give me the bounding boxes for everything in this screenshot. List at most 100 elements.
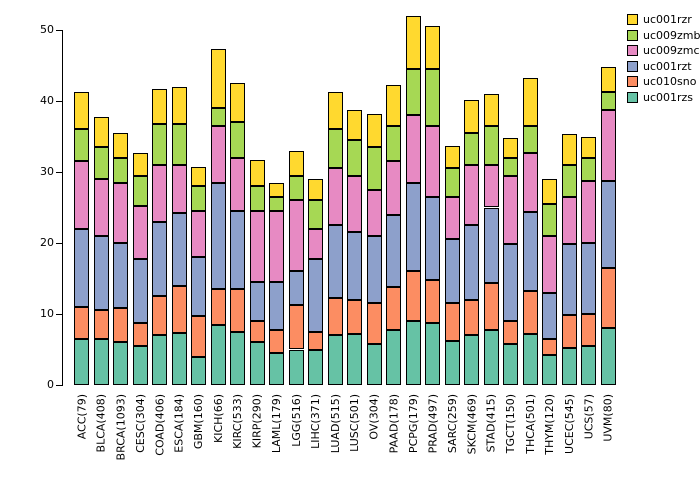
bar-segment bbox=[132, 323, 148, 346]
x-axis-label: PCPG(179) bbox=[406, 394, 420, 454]
bar-segment bbox=[425, 322, 441, 385]
bar-segment bbox=[581, 314, 597, 346]
x-axis-label: THCA(501) bbox=[523, 394, 537, 454]
bar-segment bbox=[171, 123, 187, 165]
bar-segment bbox=[327, 129, 343, 169]
x-axis-label: TGCT(150) bbox=[504, 394, 518, 454]
bar-segment bbox=[425, 279, 441, 323]
bar-segment bbox=[347, 232, 363, 300]
bar-segment bbox=[503, 343, 519, 385]
bar-segment bbox=[444, 168, 460, 197]
bar-segment bbox=[503, 137, 519, 158]
x-axis-label: KICH(66) bbox=[211, 394, 225, 443]
bar-segment bbox=[230, 83, 246, 123]
bar-segment bbox=[464, 225, 480, 300]
x-axis-label: PRAD(497) bbox=[426, 394, 440, 454]
bar-segment bbox=[288, 271, 304, 305]
y-axis-tick-label: 0 bbox=[47, 378, 54, 391]
bar-segment bbox=[93, 179, 109, 236]
bar-segment bbox=[93, 310, 109, 339]
bar-segment bbox=[191, 316, 207, 357]
bar-segment bbox=[483, 125, 499, 165]
bar-segment bbox=[191, 211, 207, 258]
legend-swatch bbox=[627, 91, 638, 103]
bar-segment bbox=[249, 342, 265, 385]
x-axis-label: UVM(80) bbox=[601, 394, 615, 442]
bar-segment bbox=[249, 282, 265, 322]
bar-segment bbox=[464, 132, 480, 165]
bar-segment bbox=[444, 239, 460, 304]
y-axis-tick-label: 30 bbox=[40, 165, 54, 178]
y-axis-tick-label: 40 bbox=[40, 94, 54, 107]
bar-segment bbox=[230, 122, 246, 158]
bar-segment bbox=[74, 91, 90, 130]
x-axis-label: LUSC(501) bbox=[348, 394, 362, 452]
bar-segment bbox=[425, 196, 441, 280]
bar-segment bbox=[483, 283, 499, 331]
bar-segment bbox=[113, 182, 129, 243]
bar-segment bbox=[600, 328, 616, 385]
bar-segment bbox=[249, 159, 265, 187]
bar-segment bbox=[464, 335, 480, 385]
x-axis-label: LAML(179) bbox=[270, 394, 284, 454]
bar-segment bbox=[581, 345, 597, 385]
y-axis-tick bbox=[56, 172, 62, 173]
bar-segment bbox=[152, 123, 168, 165]
bar-segment bbox=[581, 136, 597, 158]
bar-segment bbox=[327, 297, 343, 336]
bar-segment bbox=[308, 228, 324, 259]
bar-segment bbox=[230, 331, 246, 385]
bar-segment bbox=[386, 329, 402, 385]
bar-segment bbox=[288, 175, 304, 201]
bar-segment bbox=[561, 244, 577, 316]
bar-segment bbox=[132, 206, 148, 259]
bar-segment bbox=[210, 182, 226, 290]
bar-segment bbox=[561, 315, 577, 349]
bar-segment bbox=[113, 157, 129, 183]
x-axis-label: ESCA(184) bbox=[172, 394, 186, 453]
bar-segment bbox=[288, 200, 304, 272]
bar-segment bbox=[542, 338, 558, 356]
legend-label: uc009zmb bbox=[643, 28, 700, 42]
x-axis-label: LIHC(371) bbox=[309, 394, 323, 449]
y-axis-line bbox=[62, 30, 63, 386]
bar-segment bbox=[93, 147, 109, 180]
bar-segment bbox=[171, 86, 187, 124]
legend-label: uc001rzt bbox=[643, 59, 692, 73]
bar-segment bbox=[464, 99, 480, 133]
bar-segment bbox=[542, 179, 558, 204]
bar-segment bbox=[269, 182, 285, 197]
bar-segment bbox=[581, 157, 597, 181]
legend-label: uc001rzs bbox=[643, 90, 694, 104]
y-axis-tick-label: 20 bbox=[40, 236, 54, 249]
y-axis-tick-label: 50 bbox=[40, 23, 54, 36]
bar-segment bbox=[191, 257, 207, 317]
bar-segment bbox=[405, 69, 421, 116]
bar-segment bbox=[386, 125, 402, 162]
x-axis-label: LGG(516) bbox=[289, 394, 303, 447]
bar-segment bbox=[308, 200, 324, 229]
bar-segment bbox=[308, 349, 324, 385]
bar-segment bbox=[308, 331, 324, 350]
bar-segment bbox=[171, 164, 187, 214]
bar-segment bbox=[366, 113, 382, 148]
bar-segment bbox=[191, 167, 207, 187]
bar-segment bbox=[483, 164, 499, 208]
bar-segment bbox=[366, 235, 382, 304]
bar-segment bbox=[93, 338, 109, 385]
bar-segment bbox=[522, 333, 538, 385]
bar-segment bbox=[327, 335, 343, 385]
bar-segment bbox=[405, 15, 421, 70]
bar-segment bbox=[522, 290, 538, 334]
x-axis-label: STAD(415) bbox=[484, 394, 498, 453]
bar-segment bbox=[522, 212, 538, 291]
bar-segment bbox=[483, 93, 499, 126]
bar-segment bbox=[366, 147, 382, 190]
bar-segment bbox=[269, 353, 285, 385]
y-axis-tick bbox=[56, 385, 62, 386]
bar-segment bbox=[230, 211, 246, 290]
y-axis-tick bbox=[56, 314, 62, 315]
legend-label: uc010sno bbox=[643, 75, 697, 88]
bar-segment bbox=[288, 304, 304, 350]
